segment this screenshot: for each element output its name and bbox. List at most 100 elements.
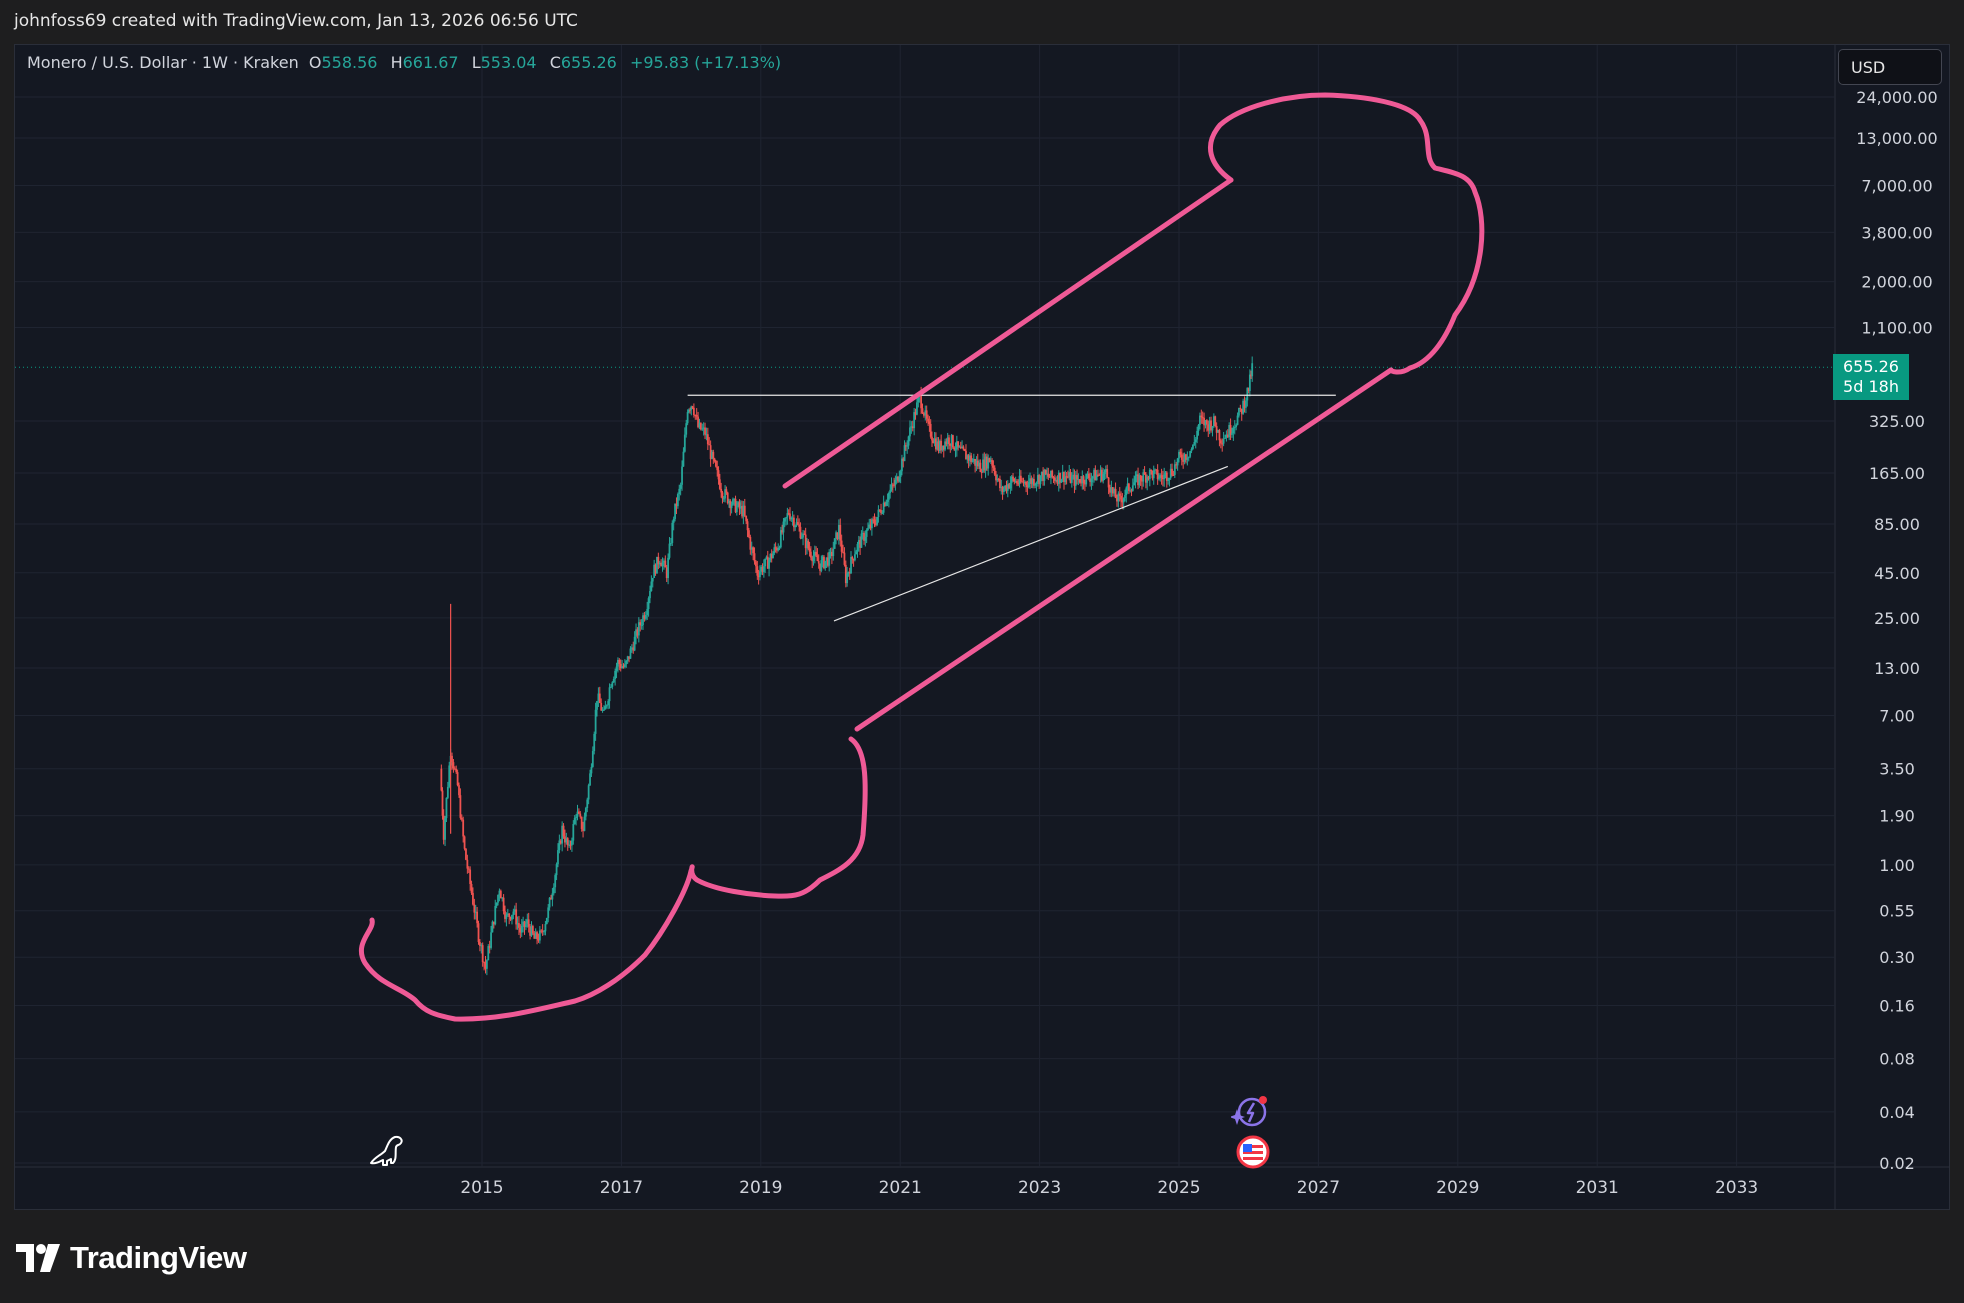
candle-body[interactable] bbox=[647, 598, 650, 610]
candle-body[interactable] bbox=[497, 894, 499, 903]
base-curve-stroke[interactable] bbox=[358, 736, 868, 1022]
candle-body[interactable] bbox=[979, 462, 982, 472]
candle-body[interactable] bbox=[462, 819, 465, 837]
candle-body[interactable] bbox=[1240, 408, 1243, 414]
candle-body[interactable] bbox=[709, 445, 712, 459]
candle-body[interactable] bbox=[674, 503, 676, 519]
candle-body[interactable] bbox=[789, 513, 791, 520]
candle-body[interactable] bbox=[786, 513, 789, 518]
candle-body[interactable] bbox=[992, 465, 995, 468]
candle-body[interactable] bbox=[820, 560, 823, 571]
candle-body[interactable] bbox=[639, 622, 642, 626]
candle-body[interactable] bbox=[494, 905, 497, 925]
candle-body[interactable] bbox=[1087, 473, 1090, 479]
candle-body[interactable] bbox=[1168, 477, 1171, 481]
price-chart[interactable]: 24,000.00 13,000.00 7,000.00 3,800.00 2,000.… bbox=[15, 45, 1950, 1210]
candle-body[interactable] bbox=[543, 931, 545, 933]
candle-body[interactable] bbox=[846, 573, 849, 584]
candle-body[interactable] bbox=[600, 702, 603, 711]
candle-body[interactable] bbox=[623, 664, 626, 667]
candle-body[interactable] bbox=[586, 799, 589, 809]
candle-body[interactable] bbox=[741, 506, 743, 517]
candle-body[interactable] bbox=[1211, 425, 1214, 431]
candle-body[interactable] bbox=[1187, 456, 1190, 458]
symbol-legend[interactable]: Monero / U.S. Dollar · 1W · Kraken O558.… bbox=[27, 53, 781, 72]
candle-body[interactable] bbox=[901, 458, 903, 472]
candle-body[interactable] bbox=[518, 923, 520, 928]
candle-body[interactable] bbox=[625, 660, 628, 665]
candle-body[interactable] bbox=[1107, 477, 1110, 488]
candle-body[interactable] bbox=[1009, 482, 1012, 489]
candle-body[interactable] bbox=[893, 484, 896, 486]
candle-body[interactable] bbox=[958, 446, 961, 448]
candle-body[interactable] bbox=[526, 919, 529, 924]
candle-body[interactable] bbox=[1131, 485, 1134, 491]
candle-body[interactable] bbox=[940, 440, 943, 451]
candle-body[interactable] bbox=[498, 890, 501, 895]
candle-body[interactable] bbox=[753, 553, 756, 562]
candle-body[interactable] bbox=[1172, 474, 1175, 476]
candle-body[interactable] bbox=[1064, 476, 1067, 482]
candle-body[interactable] bbox=[575, 816, 577, 818]
candle-body[interactable] bbox=[1217, 430, 1219, 433]
candle-body[interactable] bbox=[640, 624, 643, 626]
candle-body[interactable] bbox=[519, 927, 522, 933]
candle-body[interactable] bbox=[1194, 439, 1197, 442]
candle-body[interactable] bbox=[1201, 417, 1204, 419]
candle-body[interactable] bbox=[649, 590, 651, 599]
candle-body[interactable] bbox=[695, 415, 698, 417]
candle-body[interactable] bbox=[781, 530, 784, 533]
candle-body[interactable] bbox=[757, 575, 760, 578]
candle-body[interactable] bbox=[660, 562, 663, 567]
candle-body[interactable] bbox=[778, 547, 781, 549]
candle-body[interactable] bbox=[1043, 470, 1046, 481]
candle-body[interactable] bbox=[511, 914, 513, 920]
candle-body[interactable] bbox=[667, 557, 669, 579]
candle-body[interactable] bbox=[749, 536, 752, 550]
candle-body[interactable] bbox=[552, 887, 555, 894]
candle-body[interactable] bbox=[821, 556, 824, 561]
candle-body[interactable] bbox=[1060, 479, 1063, 483]
candle-body[interactable] bbox=[1160, 475, 1163, 478]
candle-body[interactable] bbox=[867, 527, 869, 531]
candle-body[interactable] bbox=[632, 647, 635, 651]
candle-body[interactable] bbox=[630, 647, 633, 649]
candle-body[interactable] bbox=[869, 524, 872, 529]
candle-body[interactable] bbox=[1013, 478, 1016, 483]
candle-body[interactable] bbox=[591, 751, 594, 767]
candle-body[interactable] bbox=[1091, 476, 1094, 479]
candle-body[interactable] bbox=[610, 686, 612, 688]
candle-body[interactable] bbox=[1074, 475, 1077, 486]
candle-body[interactable] bbox=[721, 492, 724, 499]
candle-body[interactable] bbox=[689, 409, 691, 411]
candle-body[interactable] bbox=[774, 547, 777, 549]
candle-body[interactable] bbox=[787, 513, 790, 515]
candle-body[interactable] bbox=[499, 890, 502, 899]
candle-body[interactable] bbox=[1169, 468, 1172, 478]
candle-body[interactable] bbox=[1179, 451, 1182, 455]
candle-body[interactable] bbox=[1235, 424, 1238, 428]
candle-body[interactable] bbox=[967, 455, 970, 461]
candle-body[interactable] bbox=[743, 505, 746, 516]
candle-body[interactable] bbox=[953, 447, 956, 450]
candle-body[interactable] bbox=[622, 666, 625, 668]
head-loop-stroke[interactable] bbox=[1208, 92, 1485, 375]
candle-body[interactable] bbox=[644, 615, 647, 619]
candle-body[interactable] bbox=[920, 392, 923, 409]
candle-body[interactable] bbox=[603, 709, 605, 711]
candle-body[interactable] bbox=[999, 478, 1001, 489]
candle-body[interactable] bbox=[965, 450, 967, 460]
candle-body[interactable] bbox=[1004, 485, 1007, 489]
candle-body[interactable] bbox=[766, 556, 769, 569]
candle-body[interactable] bbox=[706, 434, 709, 445]
candle-body[interactable] bbox=[726, 492, 729, 504]
chart-pane[interactable]: 24,000.00 13,000.00 7,000.00 3,800.00 2,000.… bbox=[14, 44, 1950, 1210]
candle-body[interactable] bbox=[783, 518, 786, 522]
candle-body[interactable] bbox=[876, 517, 879, 525]
candle-body[interactable] bbox=[1193, 441, 1196, 445]
candle-body[interactable] bbox=[686, 412, 689, 424]
candle-body[interactable] bbox=[477, 923, 480, 943]
candle-body[interactable] bbox=[1222, 438, 1225, 444]
candle-body[interactable] bbox=[1001, 487, 1004, 492]
candle-body[interactable] bbox=[1031, 479, 1034, 484]
